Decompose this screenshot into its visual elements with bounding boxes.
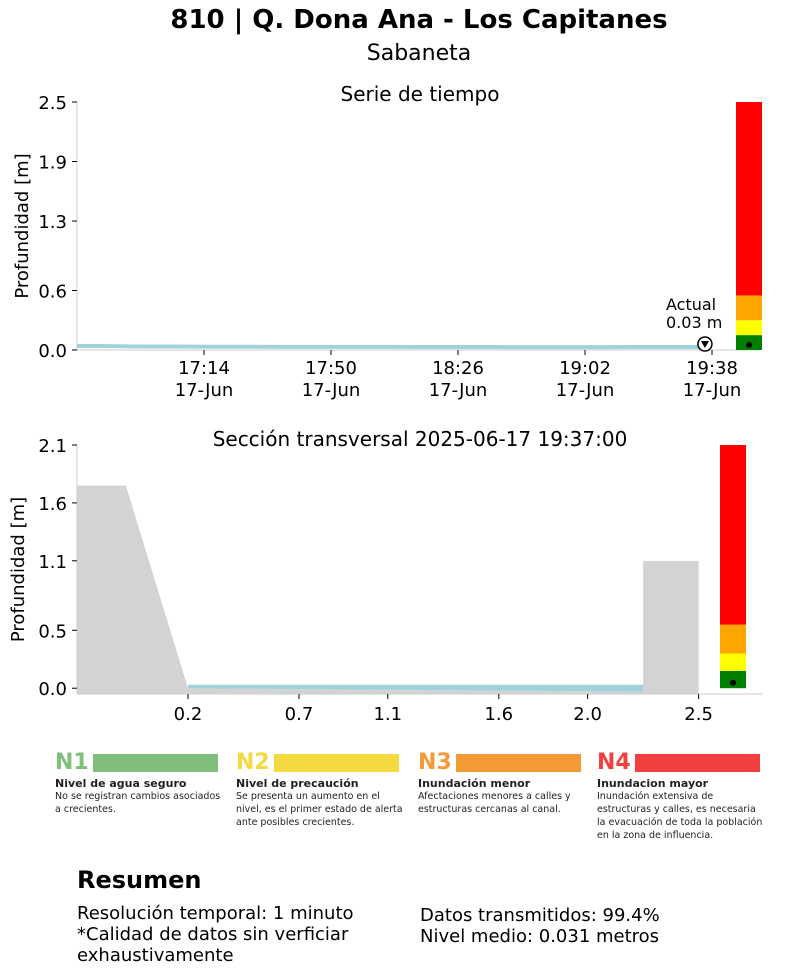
legend-n2: N2 Nivel de precaución Se presenta un au… bbox=[236, 750, 404, 829]
x-tick-label-date: 17-Jun bbox=[556, 380, 615, 401]
legend-n4-code: N4 bbox=[597, 750, 631, 775]
annotation-label: Actual bbox=[666, 295, 716, 314]
time-series-title: Serie de tiempo bbox=[340, 82, 500, 106]
level-bar-segment bbox=[720, 670, 746, 689]
legend-n2-desc: Se presenta un aumento en el nivel, es e… bbox=[236, 791, 403, 828]
y-tick-label: 0.0 bbox=[38, 341, 67, 362]
legend-n1: N1 Nivel de agua seguro No se registran … bbox=[55, 750, 223, 816]
page-subtitle: Sabaneta bbox=[366, 41, 472, 66]
legend-n4-desc: Inundación extensiva de estructuras y ca… bbox=[597, 791, 763, 841]
x-tick-label: 0.7 bbox=[285, 704, 314, 725]
x-tick-label-date: 17-Jun bbox=[302, 380, 361, 401]
terrain-profile bbox=[77, 485, 763, 694]
legend-n4: N4 Inundacion mayor Inundación extensiva… bbox=[597, 750, 765, 842]
x-tick-label: 1.1 bbox=[373, 704, 402, 725]
x-tick-label-date: 17-Jun bbox=[429, 380, 488, 401]
level-bar-segment bbox=[736, 102, 762, 296]
x-tick-label: 17:14 bbox=[178, 358, 230, 379]
level-bar-segment bbox=[720, 653, 746, 671]
current-level-dot bbox=[746, 342, 752, 349]
level-bar-segment bbox=[736, 320, 762, 336]
legend-n1-desc: No se registran cambios asociados a crec… bbox=[55, 791, 221, 815]
legend-n2-bar bbox=[274, 753, 399, 772]
legend-n1-name: Nivel de agua seguro bbox=[55, 777, 187, 790]
cross-section-chart: 0.0 0.5 1.1 1.6 2.1 Profundidad [m] 0.2 0.7 1.1 1… bbox=[8, 436, 763, 725]
legend-n2-name: Nivel de precaución bbox=[236, 777, 359, 790]
x-tick-label: 19:38 bbox=[686, 358, 738, 379]
legend-n4-name: Inundacion mayor bbox=[597, 777, 709, 790]
y-tick-label: 2.1 bbox=[38, 436, 67, 457]
x-tick-label: 19:02 bbox=[559, 358, 611, 379]
y-tick-label: 1.9 bbox=[38, 153, 67, 174]
legend-n1-code: N1 bbox=[55, 750, 89, 775]
y-tick-label: 0.0 bbox=[38, 679, 67, 700]
legend-n1-bar bbox=[93, 753, 218, 772]
legend-n2-code: N2 bbox=[236, 750, 270, 775]
x-tick-label-date: 17-Jun bbox=[175, 380, 234, 401]
annotation-value: 0.03 m bbox=[666, 313, 722, 332]
y-tick-label: 0.6 bbox=[38, 281, 67, 302]
summary-right: Datos transmitidos: 99.4% Nivel medio: 0… bbox=[420, 905, 660, 947]
x-tick-label: 1.6 bbox=[484, 704, 513, 725]
legend-n3-bar bbox=[456, 753, 581, 772]
y-axis-label: Profundidad [m] bbox=[12, 153, 33, 298]
summary-left: Resolución temporal: 1 minuto *Calidad d… bbox=[77, 903, 354, 966]
y-axis-label: Profundidad [m] bbox=[8, 497, 29, 642]
legend-n3-desc: Afectaciones menores a calles y estructu… bbox=[418, 791, 571, 815]
legend-n3-name: Inundación menor bbox=[418, 777, 531, 790]
y-tick-label: 2.5 bbox=[38, 93, 67, 114]
x-tick-label: 18:26 bbox=[432, 358, 484, 379]
summary-mean-level: Nivel medio: 0.031 metros bbox=[420, 926, 660, 947]
level-bar-segment bbox=[720, 624, 746, 654]
x-tick-label: 17:50 bbox=[305, 358, 357, 379]
current-level-dot bbox=[730, 679, 736, 686]
summary-title: Resumen bbox=[77, 866, 202, 894]
legend-n3-code: N3 bbox=[418, 750, 452, 775]
x-tick-label: 2.5 bbox=[684, 704, 713, 725]
page-title: 810 | Q. Dona Ana - Los Capitanes bbox=[170, 5, 668, 35]
y-tick-label: 1.3 bbox=[38, 212, 67, 233]
legend-n4-bar bbox=[635, 753, 760, 772]
summary-resolution: Resolución temporal: 1 minuto bbox=[77, 903, 354, 924]
x-tick-label-date: 17-Jun bbox=[683, 380, 742, 401]
legend-n3: N3 Inundación menor Afectaciones menores… bbox=[418, 750, 586, 816]
y-tick-label: 1.6 bbox=[38, 494, 67, 515]
level-bar-segment bbox=[720, 445, 746, 625]
y-tick-label: 1.1 bbox=[38, 552, 67, 573]
cross-section-title: Sección transversal 2025-06-17 19:37:00 bbox=[212, 427, 628, 451]
summary-quality-note-cont: exhaustivamente bbox=[77, 945, 234, 966]
x-tick-label: 2.0 bbox=[573, 704, 602, 725]
water-area bbox=[188, 684, 644, 692]
current-marker-triangle bbox=[700, 341, 709, 349]
x-tick-label: 0.2 bbox=[174, 704, 203, 725]
summary-transmitted: Datos transmitidos: 99.4% bbox=[420, 905, 660, 926]
y-tick-label: 0.5 bbox=[38, 621, 67, 642]
depth-series-line bbox=[77, 344, 705, 350]
level-bar-segment bbox=[736, 295, 762, 321]
summary-quality-note: *Calidad de datos sin verficiar bbox=[77, 924, 349, 945]
